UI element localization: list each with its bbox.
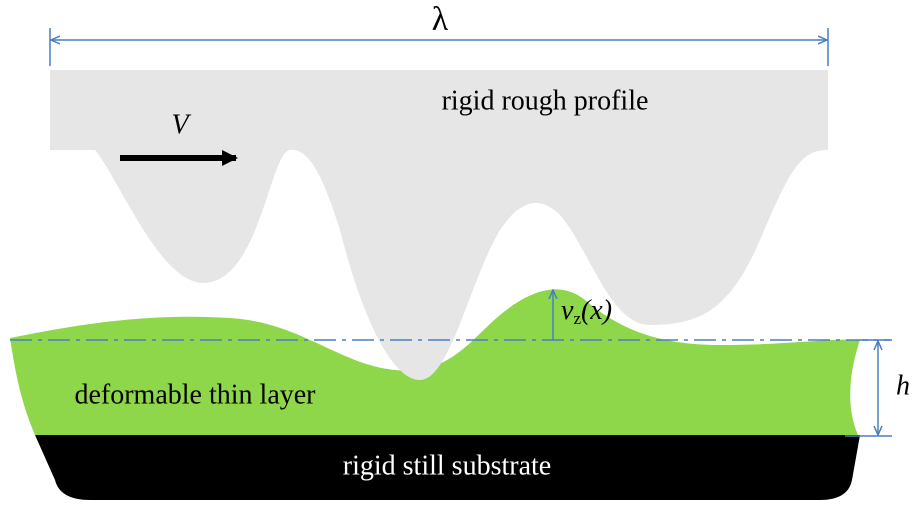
substrate [35,435,860,500]
profile-label: rigid rough profile [442,85,649,116]
wavelength-label: λ [432,1,449,38]
substrate-label: rigid still substrate [343,450,551,481]
displacement-label: vz(x) [561,295,612,327]
thickness-label: h [896,370,910,401]
rough-profile [50,70,828,380]
layer-label: deformable thin layer [74,379,316,410]
deformable-layer [10,289,860,435]
symbol: v [561,295,574,326]
velocity-label: V [171,109,191,140]
argument: (x) [581,295,612,326]
subscript: z [573,309,581,328]
